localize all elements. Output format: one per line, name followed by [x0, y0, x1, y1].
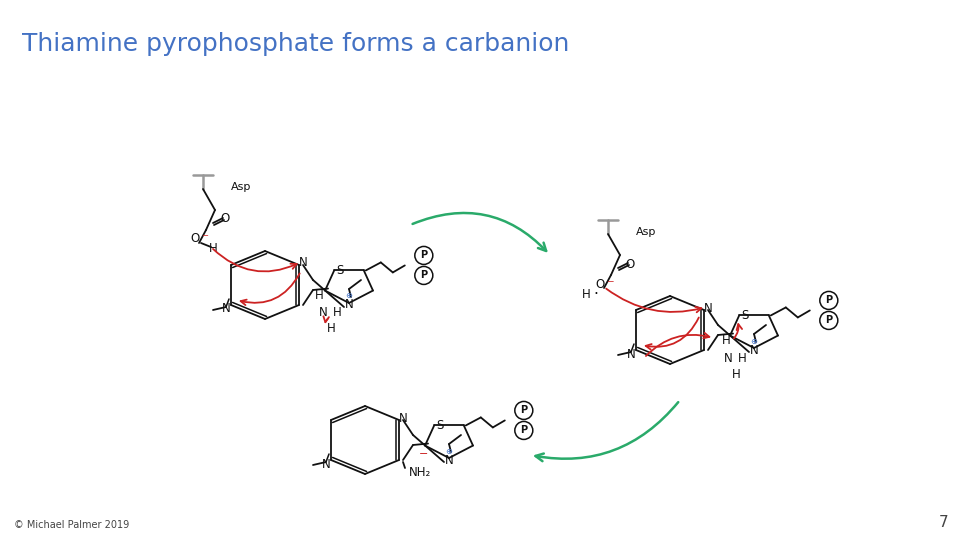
- Text: N: N: [444, 454, 453, 467]
- Text: H: H: [326, 322, 335, 335]
- Text: S: S: [437, 419, 444, 432]
- Text: 7: 7: [938, 515, 948, 530]
- Text: Asp: Asp: [231, 182, 252, 192]
- Text: P: P: [826, 315, 832, 326]
- Text: H: H: [722, 334, 731, 347]
- Text: N: N: [627, 348, 636, 361]
- Text: N: N: [222, 302, 230, 315]
- Text: O: O: [190, 233, 200, 246]
- Text: P: P: [520, 426, 527, 435]
- Text: S: S: [337, 264, 344, 277]
- Text: ⊕: ⊕: [445, 447, 452, 456]
- Text: © Michael Palmer 2019: © Michael Palmer 2019: [14, 520, 130, 530]
- Text: O: O: [595, 278, 605, 291]
- Text: −: −: [202, 232, 208, 240]
- Text: .: .: [593, 282, 598, 298]
- Text: H: H: [582, 287, 590, 300]
- Text: N: N: [750, 343, 758, 356]
- Text: ⊕: ⊕: [346, 292, 352, 300]
- Text: −: −: [607, 276, 613, 286]
- Text: N: N: [319, 307, 327, 320]
- Text: ⊕: ⊕: [751, 336, 757, 346]
- Text: P: P: [420, 271, 427, 280]
- Text: N: N: [299, 256, 307, 269]
- Text: P: P: [520, 406, 527, 415]
- Text: Asp: Asp: [636, 227, 657, 237]
- Text: P: P: [826, 295, 832, 306]
- Text: N: N: [345, 299, 353, 312]
- Text: O: O: [625, 258, 635, 271]
- Text: P: P: [420, 251, 427, 260]
- Text: H: H: [315, 289, 324, 302]
- Text: S: S: [741, 309, 749, 322]
- Text: Thiamine pyrophosphate forms a carbanion: Thiamine pyrophosphate forms a carbanion: [22, 32, 569, 56]
- Text: N: N: [724, 352, 732, 365]
- Text: O: O: [221, 213, 229, 226]
- Text: N: N: [322, 457, 330, 470]
- Text: H: H: [208, 241, 217, 254]
- Text: −: −: [419, 449, 428, 458]
- Text: H: H: [737, 352, 746, 365]
- Text: N: N: [704, 301, 712, 314]
- Text: NH₂: NH₂: [409, 465, 431, 478]
- Text: N: N: [398, 411, 407, 424]
- Text: H: H: [332, 307, 342, 320]
- Text: H: H: [732, 368, 740, 381]
